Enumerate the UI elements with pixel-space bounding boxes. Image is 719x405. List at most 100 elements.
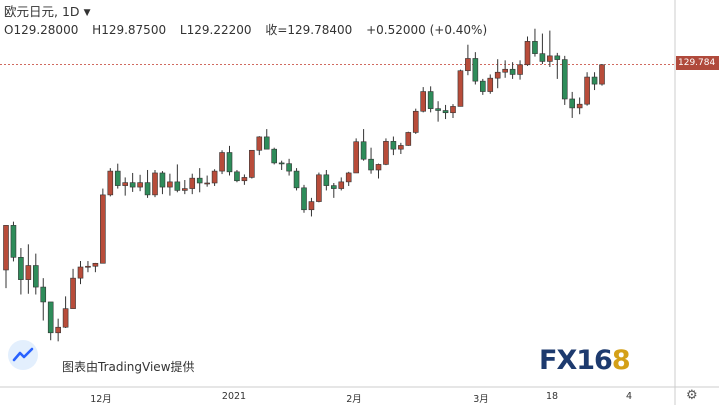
open-value: O129.28000: [4, 23, 79, 37]
candle-body: [450, 106, 456, 114]
candle-body: [330, 185, 337, 189]
candle-body: [182, 188, 188, 191]
candle-body: [77, 266, 84, 279]
candle-body: [256, 136, 263, 151]
tradingview-logo-icon[interactable]: [8, 340, 38, 370]
candle-body: [405, 132, 412, 146]
candle-body: [32, 265, 39, 288]
candle-body: [18, 257, 24, 280]
symbol-name: 欧元日元: [4, 4, 55, 19]
candle-body: [47, 301, 54, 334]
candle-body: [85, 265, 91, 268]
candle-body: [561, 59, 568, 100]
candle-body: [457, 70, 464, 107]
candle-body: [427, 91, 434, 109]
candle-body: [159, 172, 166, 188]
candle-body: [100, 194, 106, 264]
candle-body: [599, 64, 605, 85]
x-tick-label: 4: [625, 391, 633, 402]
candle-body: [107, 170, 114, 196]
interval-label[interactable]: 1D: [61, 4, 80, 19]
candle-body: [532, 41, 538, 54]
candle-body: [420, 91, 427, 112]
candle-body: [360, 141, 367, 160]
candle-body: [517, 64, 523, 75]
candle-body: [249, 149, 255, 178]
candle-body: [502, 68, 508, 73]
candle-body: [487, 77, 494, 92]
candle-body: [301, 187, 307, 211]
candle-body: [412, 110, 419, 133]
last-price-tag: 129.784: [676, 56, 719, 70]
candle-body: [167, 181, 173, 188]
ohlc-row: O129.28000 H129.87500 L129.22200 收=129.7…: [4, 22, 497, 38]
candle-body: [435, 108, 441, 111]
chart-title-row: 欧元日元, 1D ▼: [4, 4, 90, 21]
x-tick-label: 2021: [221, 391, 247, 402]
candle-body: [383, 141, 389, 165]
high-value: H129.87500: [92, 23, 167, 37]
candle-body: [62, 308, 69, 328]
x-tick-label: 3月: [473, 394, 489, 405]
candle-body: [219, 152, 225, 172]
candle-body: [286, 163, 292, 172]
candle-body: [509, 68, 516, 75]
gear-icon[interactable]: ⚙: [686, 388, 698, 403]
low-value: L129.22200: [179, 23, 252, 37]
candle-body: [316, 174, 322, 202]
candle-body: [465, 58, 471, 72]
candles-group: [3, 28, 605, 342]
candle-body: [569, 98, 576, 109]
candle-body: [137, 182, 143, 188]
attribution-text[interactable]: 图表由TradingView提供: [62, 360, 195, 374]
candle-body: [323, 174, 330, 186]
x-tick-label: 18: [545, 391, 559, 402]
candle-body: [479, 80, 486, 92]
candle-body: [55, 326, 61, 334]
candle-body: [241, 177, 248, 182]
candle-body: [211, 170, 218, 184]
candle-body: [196, 177, 203, 184]
candle-body: [92, 262, 99, 267]
candle-body: [152, 172, 158, 196]
candle-body: [345, 172, 352, 183]
candle-body: [40, 286, 47, 303]
candle-body: [114, 170, 121, 186]
candle-body: [3, 225, 9, 271]
candle-body: [524, 41, 531, 66]
candle-body: [442, 110, 449, 114]
candle-body: [174, 181, 181, 191]
candle-body: [338, 181, 345, 189]
candle-body: [472, 58, 479, 82]
candle-body: [278, 162, 285, 165]
x-tick-label: 2月: [346, 394, 362, 405]
candle-body: [144, 182, 151, 196]
candle-body: [189, 177, 196, 189]
candle-body: [398, 145, 404, 150]
candle-body: [554, 55, 561, 60]
candle-body: [271, 148, 278, 164]
title-separator: ,: [54, 4, 58, 19]
candle-body: [70, 277, 76, 309]
candle-body: [390, 141, 397, 150]
candle-body: [263, 136, 270, 150]
candle-body: [494, 71, 501, 79]
change-value: +0.52000 (+0.40%): [366, 23, 488, 37]
candle-body: [122, 182, 128, 186]
candle-body: [293, 170, 300, 189]
candle-body: [204, 182, 210, 185]
candle-body: [368, 158, 374, 171]
candle-body: [547, 55, 553, 62]
candle-body: [226, 152, 233, 173]
candle-body: [539, 53, 546, 62]
candle-body: [584, 76, 590, 105]
fx168-logo: FX168: [539, 345, 631, 376]
candle-body: [308, 201, 315, 211]
candle-body: [234, 171, 240, 182]
chevron-down-icon[interactable]: ▼: [83, 7, 91, 18]
candle-body: [10, 225, 17, 258]
candle-body: [129, 182, 136, 188]
candle-body: [591, 76, 598, 85]
candle-body: [25, 265, 32, 280]
